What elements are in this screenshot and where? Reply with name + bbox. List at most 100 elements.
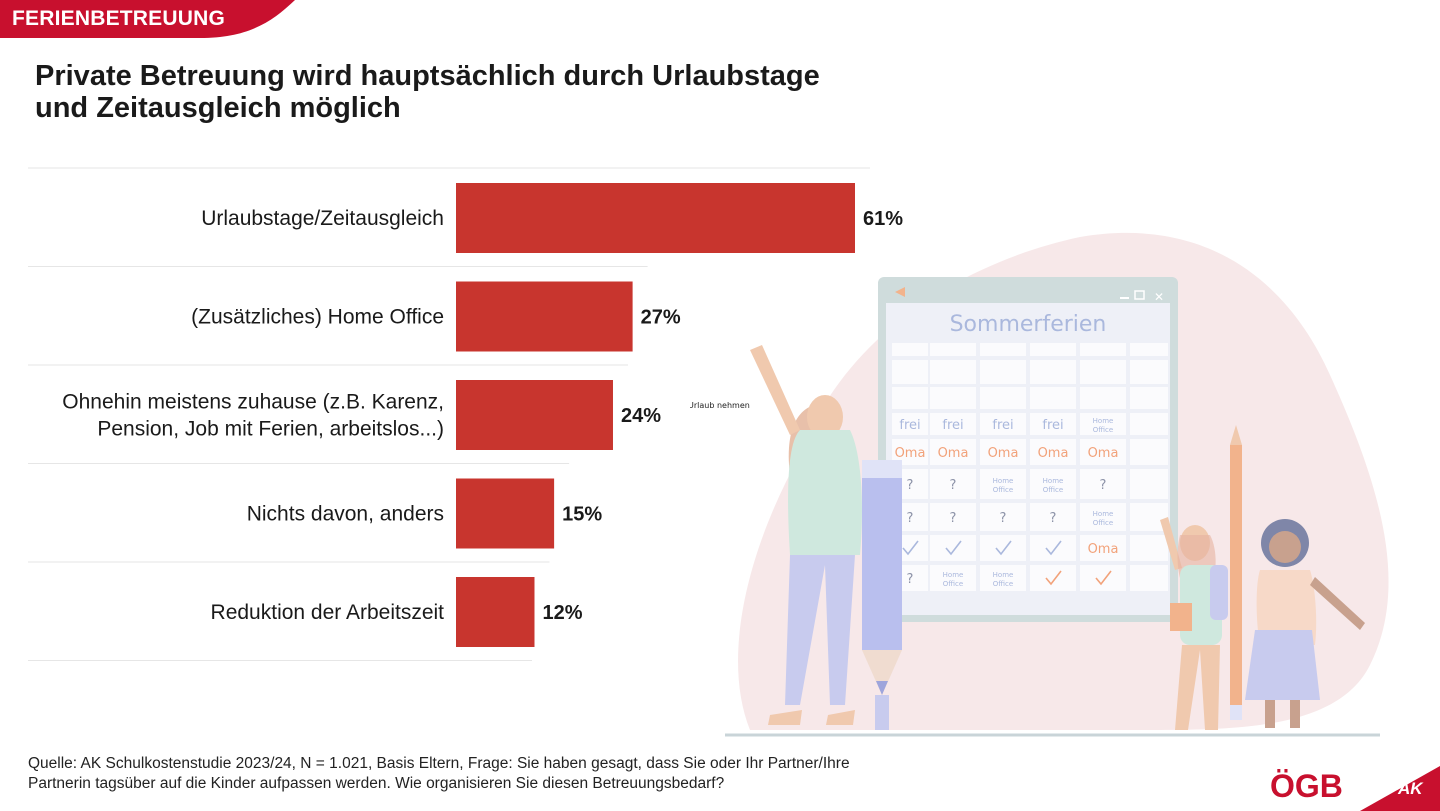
value-label: 61% bbox=[863, 208, 903, 230]
back-arrow-icon bbox=[895, 287, 905, 297]
calendar-cell bbox=[980, 343, 1026, 356]
value-label: 15% bbox=[562, 504, 602, 526]
bar bbox=[456, 577, 535, 647]
maximize-icon bbox=[1134, 290, 1145, 300]
source-note: Quelle: AK Schulkostenstudie 2023/24, N … bbox=[28, 754, 928, 794]
calendar-cell bbox=[930, 469, 976, 499]
cell-home: Home bbox=[1043, 477, 1064, 485]
cell-oma: Oma bbox=[988, 446, 1019, 461]
cell-office: Office bbox=[1043, 486, 1063, 494]
calendar-cell bbox=[1080, 413, 1126, 435]
pencil-small bbox=[1230, 425, 1242, 720]
bar-chart: Urlaubstage/Zeitausgleich 61% (Zusätzliche… bbox=[28, 167, 903, 661]
cell-home: Home bbox=[1093, 417, 1114, 425]
value-label: 27% bbox=[641, 307, 681, 329]
category-label: Reduktion der Arbeitszeit bbox=[211, 601, 445, 624]
cell-question: ? bbox=[1050, 511, 1057, 526]
calendar-cell bbox=[980, 565, 1026, 591]
calendar-cell bbox=[1080, 535, 1126, 561]
value-label: 12% bbox=[542, 602, 582, 624]
calendar-window: ✕ Sommerferien frei frei frei frei HomeOffic… bbox=[878, 277, 1178, 622]
cell-question: ? bbox=[907, 478, 914, 493]
calendar-cell bbox=[1130, 535, 1168, 561]
cell-office: Office bbox=[993, 486, 1013, 494]
check-icon bbox=[902, 540, 919, 556]
cell-question: ? bbox=[907, 572, 914, 587]
cell-oma: Oma bbox=[1088, 542, 1119, 557]
calendar-cell bbox=[892, 387, 928, 409]
cell-question: ? bbox=[1000, 511, 1007, 526]
cell-frei: frei bbox=[1042, 418, 1063, 433]
woman-figure bbox=[750, 345, 862, 725]
source-line-2: Partnerin tagsüber auf die Kinder aufpas… bbox=[28, 775, 725, 792]
cell-question: ? bbox=[907, 511, 914, 526]
cell-office: Office bbox=[1093, 519, 1113, 527]
calendar-cell bbox=[930, 387, 976, 409]
calendar-cell bbox=[980, 360, 1026, 384]
category-label: Ohnehin meistens zuhause (z.B. Karenz, bbox=[62, 391, 444, 414]
cell-question: ? bbox=[1100, 478, 1107, 493]
bar bbox=[456, 183, 855, 253]
calendar-cell bbox=[1080, 565, 1126, 591]
chart-title-line-1: Private Betreuung wird hauptsächlich dur… bbox=[35, 60, 820, 92]
calendar-cell bbox=[1130, 360, 1168, 384]
illustration: ✕ Sommerferien frei frei frei frei HomeOffic… bbox=[690, 232, 1389, 737]
cell-oma: Oma bbox=[1088, 446, 1119, 461]
section-tag: FERIENBETREUUNG bbox=[12, 7, 226, 30]
calendar-cell bbox=[930, 503, 976, 531]
calendar-cell bbox=[980, 535, 1026, 561]
calendar-cell bbox=[930, 439, 976, 465]
category-label: Nichts davon, anders bbox=[247, 503, 444, 526]
cell-home: Home bbox=[943, 571, 964, 579]
child-figure bbox=[1245, 519, 1365, 728]
note-label: Urlaub nehmen bbox=[690, 401, 750, 410]
calendar-cell bbox=[1030, 387, 1076, 409]
calendar-cell bbox=[1130, 343, 1168, 356]
calendar-cell bbox=[1030, 360, 1076, 384]
calendar-cell bbox=[930, 413, 976, 435]
calendar-cell bbox=[892, 413, 928, 435]
calendar-cell bbox=[930, 360, 976, 384]
minimize-icon bbox=[1120, 297, 1129, 299]
cell-oma: Oma bbox=[938, 446, 969, 461]
calendar-cell bbox=[1030, 469, 1076, 499]
calendar-cell bbox=[1030, 565, 1076, 591]
value-label: 24% bbox=[621, 405, 661, 427]
calendar-cell bbox=[892, 343, 928, 356]
cell-office: Office bbox=[943, 580, 963, 588]
calendar-cell bbox=[1030, 343, 1076, 356]
cell-home: Home bbox=[1093, 510, 1114, 518]
calendar-cell bbox=[1080, 360, 1126, 384]
ogb-logo: ÖGB bbox=[1270, 768, 1343, 804]
calendar-cell bbox=[892, 360, 928, 384]
calendar-cell bbox=[980, 503, 1026, 531]
pencil-big bbox=[862, 460, 902, 730]
cell-oma: Oma bbox=[1038, 446, 1069, 461]
calendar-cell bbox=[930, 565, 976, 591]
calendar-cell bbox=[1080, 387, 1126, 409]
calendar-cell bbox=[980, 469, 1026, 499]
girl-figure bbox=[1160, 517, 1228, 730]
category-label: Pension, Job mit Ferien, arbeitslos...) bbox=[97, 418, 444, 441]
bar bbox=[456, 380, 613, 450]
calendar-cell bbox=[1130, 469, 1168, 499]
ak-logo: AK bbox=[1398, 779, 1423, 798]
calendar-cell bbox=[1080, 439, 1126, 465]
calendar-cell bbox=[930, 535, 976, 561]
calendar-cell bbox=[980, 387, 1026, 409]
check-icon bbox=[1045, 570, 1062, 586]
cell-frei: frei bbox=[992, 418, 1013, 433]
calendar-cell bbox=[980, 439, 1026, 465]
calendar-cell bbox=[1030, 503, 1076, 531]
calendar-cell bbox=[1130, 387, 1168, 409]
calendar-cell bbox=[930, 343, 976, 356]
calendar-cell bbox=[1080, 343, 1126, 356]
calendar-cell bbox=[1130, 565, 1168, 591]
source-line-1: Quelle: AK Schulkostenstudie 2023/24, N … bbox=[28, 755, 850, 772]
cell-frei: frei bbox=[942, 418, 963, 433]
calendar-cell bbox=[1030, 439, 1076, 465]
category-label: (Zusätzliches) Home Office bbox=[191, 306, 444, 329]
chart-title: Private Betreuung wird hauptsächlich dur… bbox=[35, 60, 895, 124]
chart-title-line-2: und Zeitausgleich möglich bbox=[35, 92, 401, 124]
cell-home: Home bbox=[993, 477, 1014, 485]
